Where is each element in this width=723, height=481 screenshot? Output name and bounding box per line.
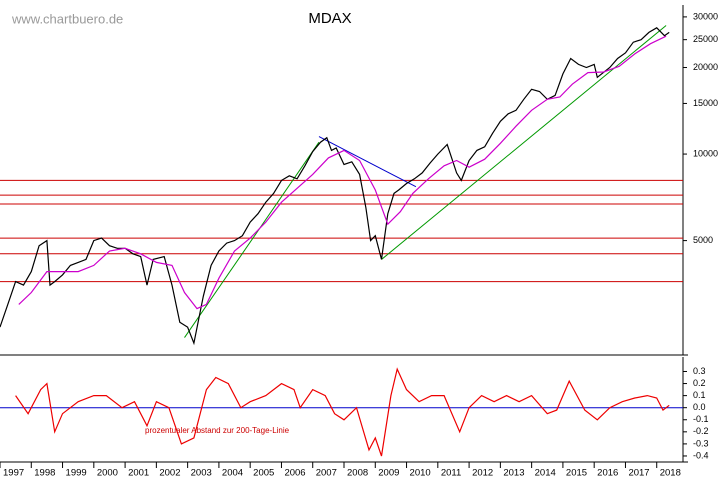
x-tick-label: 2018 (660, 468, 681, 479)
x-tick-label: 2010 (410, 468, 431, 479)
y-tick-label: 0.3 (693, 366, 706, 376)
x-tick-label: 2012 (472, 468, 493, 479)
x-tick-label: 2011 (441, 468, 461, 479)
x-tick-label: 2009 (378, 468, 399, 479)
y-tick-label: -0.1 (693, 414, 709, 424)
y-tick-label: 10000 (693, 148, 718, 158)
series-line (18, 35, 667, 310)
x-tick-label: 2015 (566, 468, 587, 479)
x-tick-label: 2006 (284, 468, 305, 479)
x-tick-label: 2008 (347, 468, 368, 479)
y-tick-label: -0.4 (693, 450, 709, 460)
y-tick-label: 0.0 (693, 402, 706, 412)
series-line (0, 27, 670, 346)
y-tick-label: 15000 (693, 98, 718, 108)
y-tick-label: 0.1 (693, 390, 706, 400)
x-tick-label: 2004 (222, 468, 243, 479)
x-tick-label: 2007 (316, 468, 337, 479)
y-tick-label: 5000 (693, 235, 713, 245)
y-tick-label: 20000 (693, 62, 718, 72)
x-tick-label: 2002 (159, 468, 180, 479)
series-line (15, 367, 670, 457)
panel-note: prozentualer Abstand zur 200-Tage-Linie (145, 426, 290, 435)
x-tick-label: 2013 (503, 468, 524, 479)
x-tick-label: 1999 (66, 468, 87, 479)
y-tick-label: 25000 (693, 34, 718, 44)
x-tick-label: 2003 (191, 468, 212, 479)
x-tick-label: 1997 (3, 468, 24, 479)
y-tick-label: 0.2 (693, 378, 706, 388)
trend-line (318, 136, 417, 188)
x-tick-label: 1998 (34, 468, 55, 479)
y-tick-label: -0.3 (693, 438, 709, 448)
watermark: www.chartbuero.de (11, 11, 123, 26)
y-tick-label: 30000 (693, 11, 718, 21)
y-tick-label: -0.2 (693, 426, 709, 436)
x-tick-label: 2000 (97, 468, 118, 479)
trend-line (381, 25, 667, 260)
x-tick-label: 2016 (597, 468, 618, 479)
chart-title: MDAX (308, 10, 351, 27)
x-tick-label: 2014 (535, 468, 556, 479)
x-tick-label: 2001 (128, 468, 149, 479)
x-tick-label: 2017 (628, 468, 649, 479)
trend-line (184, 141, 320, 338)
x-tick-label: 2005 (253, 468, 274, 479)
